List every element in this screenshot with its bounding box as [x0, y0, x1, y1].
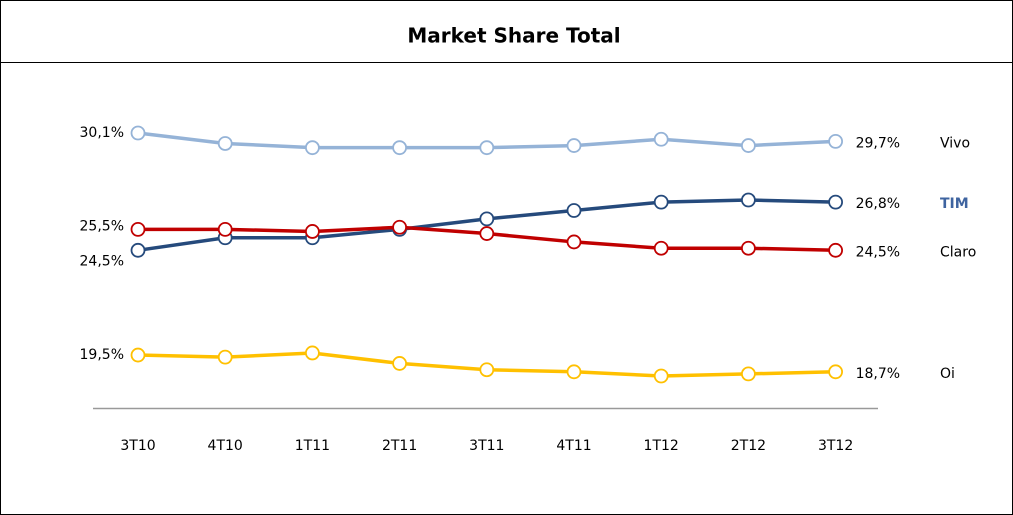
x-tick-label: 2T12: [731, 438, 766, 454]
data-label: 24,5%: [80, 253, 124, 269]
x-tick-label: 3T10: [120, 438, 155, 454]
marker: [741, 240, 756, 256]
marker: [741, 138, 756, 153]
marker: [130, 242, 146, 258]
marker: [130, 221, 146, 237]
legend-label: TIM: [940, 196, 969, 212]
marker: [304, 345, 320, 361]
marker: [304, 224, 320, 239]
marker: [653, 240, 669, 256]
x-tick-label: 4T10: [208, 438, 243, 454]
marker: [828, 194, 843, 210]
marker: [217, 221, 233, 237]
x-tick-label: 3T11: [469, 438, 504, 454]
marker: [741, 366, 756, 382]
marker: [828, 364, 843, 380]
data-label: 19,5%: [80, 347, 124, 363]
chart-title: Market Share Total: [407, 24, 620, 48]
marker: [566, 234, 582, 250]
marker: [653, 368, 669, 384]
marker: [479, 362, 495, 378]
data-label: 30,1%: [80, 125, 124, 141]
marker: [828, 133, 843, 149]
legend-label: Oi: [940, 366, 955, 382]
x-tick-label: 1T12: [644, 438, 679, 454]
marker: [566, 203, 582, 218]
marker: [304, 140, 320, 156]
marker: [653, 131, 669, 147]
x-tick-label: 3T12: [818, 438, 853, 454]
marker: [479, 211, 495, 227]
marker: [217, 349, 233, 365]
data-label: 25,5%: [80, 218, 124, 234]
marker: [392, 356, 408, 371]
legend-label: Claro: [940, 244, 976, 260]
data-label: 24,5%: [856, 244, 900, 260]
marker: [479, 226, 495, 241]
data-label: 18,7%: [856, 366, 900, 382]
marker: [479, 140, 495, 156]
data-label: 26,8%: [856, 196, 900, 212]
marker: [566, 138, 582, 153]
legend-label: Vivo: [940, 135, 970, 151]
marker: [566, 364, 582, 380]
marker: [828, 242, 843, 258]
marker: [392, 219, 408, 235]
marker: [392, 140, 408, 156]
x-tick-label: 4T11: [556, 438, 591, 454]
marker: [217, 136, 233, 151]
marker: [130, 125, 146, 141]
x-tick-label: 1T11: [295, 438, 330, 454]
marker: [653, 194, 669, 210]
marker: [130, 347, 146, 363]
marker: [741, 192, 756, 208]
data-label: 29,7%: [856, 135, 900, 151]
x-tick-label: 2T11: [382, 438, 417, 454]
